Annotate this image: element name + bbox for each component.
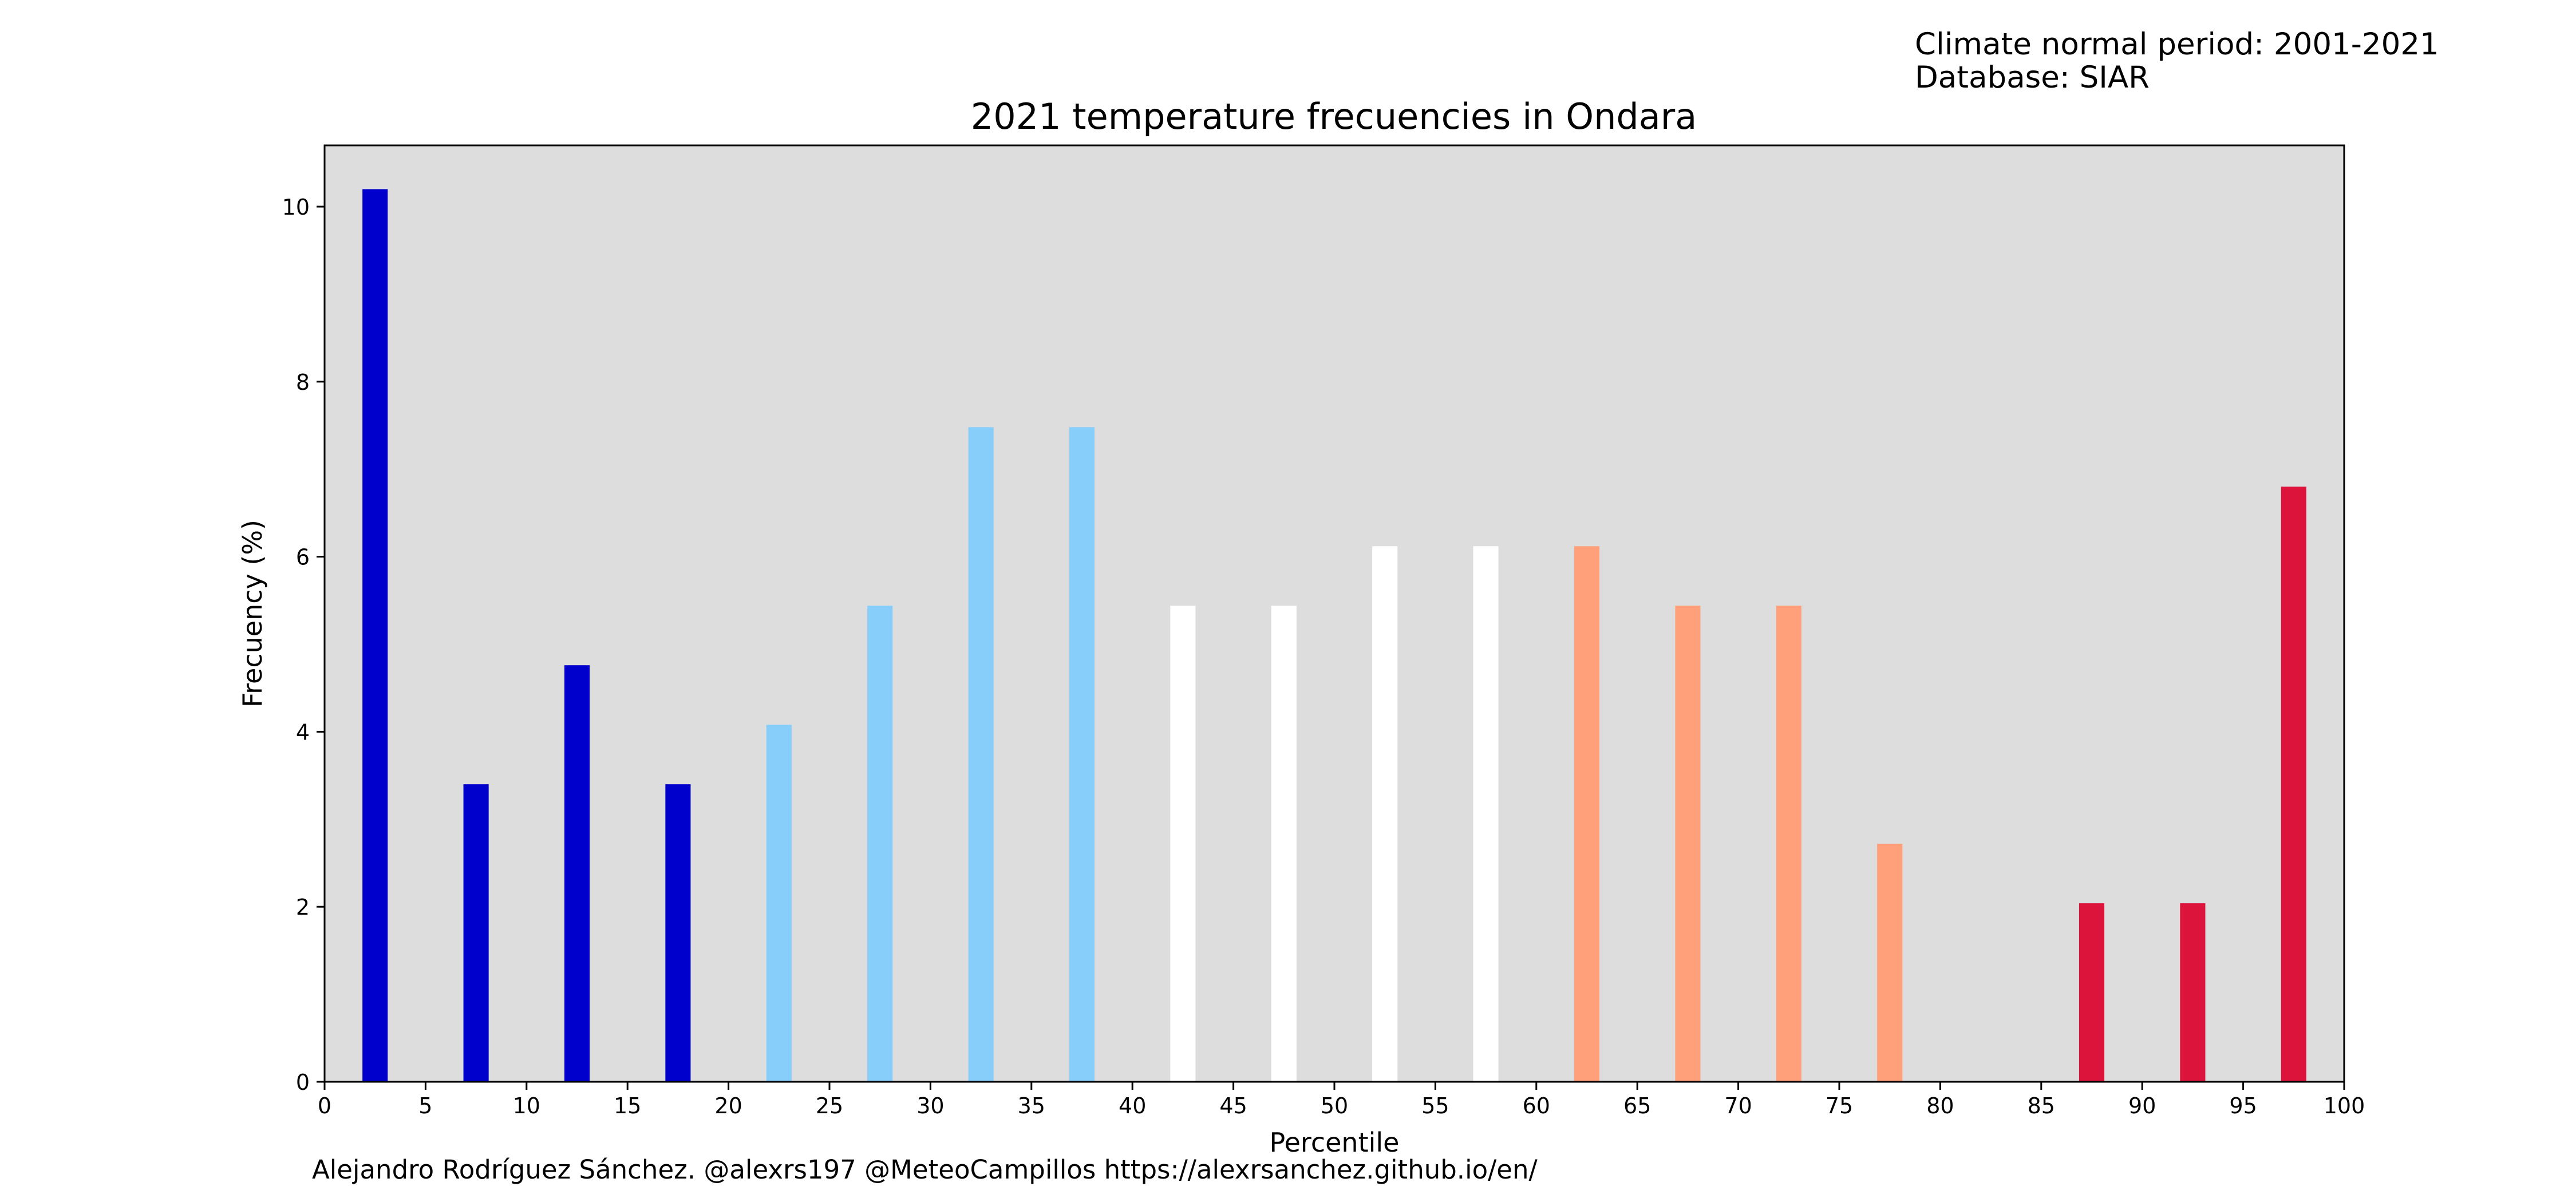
y-axis-label: Frecuency (%) — [237, 520, 268, 707]
plot-area — [325, 145, 2344, 1082]
x-tick-label: 15 — [614, 1093, 641, 1118]
x-tick-label: 0 — [318, 1093, 331, 1118]
bar-13 — [1675, 606, 1701, 1082]
x-tick-label: 85 — [2028, 1093, 2055, 1118]
y-tick-label: 10 — [282, 195, 310, 220]
y-tick-label: 0 — [296, 1070, 310, 1095]
bar-11 — [1473, 546, 1499, 1082]
x-axis-ticks: 0 5 10 15 20 25 30 35 40 45 50 55 60 65 70 75 80 85 90 95 10… — [318, 1082, 2365, 1118]
x-tick-label: 40 — [1119, 1093, 1146, 1118]
bar-0 — [362, 189, 388, 1082]
x-tick-label: 35 — [1018, 1093, 1045, 1118]
x-tick-label: 80 — [1926, 1093, 1954, 1118]
bar-4 — [766, 725, 792, 1082]
bar-5 — [867, 606, 893, 1082]
x-tick-label: 5 — [418, 1093, 432, 1118]
x-tick-label: 50 — [1321, 1093, 1348, 1118]
x-tick-label: 20 — [714, 1093, 742, 1118]
bar-12 — [1574, 546, 1600, 1082]
x-tick-label: 100 — [2324, 1093, 2365, 1118]
bar-6 — [968, 427, 994, 1082]
x-tick-label: 30 — [916, 1093, 944, 1118]
x-tick-label: 65 — [1623, 1093, 1651, 1118]
bar-3 — [665, 784, 691, 1082]
y-tick-label: 8 — [296, 370, 310, 395]
y-tick-label: 4 — [296, 719, 310, 745]
climate-period-label: Climate normal period: 2001-2021 — [1915, 27, 2439, 62]
bar-14 — [1776, 606, 1801, 1082]
database-label: Database: SIAR — [1915, 60, 2150, 95]
x-tick-label: 25 — [816, 1093, 843, 1118]
x-tick-label: 55 — [1421, 1093, 1449, 1118]
y-tick-label: 2 — [296, 895, 310, 920]
bar-9 — [1271, 606, 1297, 1082]
chart-title: 2021 temperature frecuencies in Ondara — [971, 96, 1697, 137]
bar-17 — [2079, 903, 2105, 1082]
credits-footer: Alejandro Rodríguez Sánchez. @alexrs197 … — [312, 1154, 1538, 1185]
bar-10 — [1372, 546, 1398, 1082]
x-tick-label: 45 — [1219, 1093, 1247, 1118]
x-axis-label: Percentile — [1270, 1127, 1400, 1158]
x-tick-label: 95 — [2229, 1093, 2257, 1118]
bar-1 — [463, 784, 489, 1082]
bar-15 — [1877, 844, 1903, 1082]
bar-8 — [1170, 606, 1196, 1082]
x-tick-label: 10 — [513, 1093, 540, 1118]
bar-2 — [564, 665, 590, 1082]
x-tick-label: 70 — [1724, 1093, 1752, 1118]
bar-7 — [1069, 427, 1095, 1082]
bars — [362, 189, 2306, 1082]
bar-18 — [2180, 903, 2206, 1082]
bar-19 — [2281, 487, 2306, 1082]
x-tick-label: 75 — [1826, 1093, 1853, 1118]
x-tick-label: 90 — [2128, 1093, 2156, 1118]
y-tick-label: 6 — [296, 545, 310, 570]
x-tick-label: 60 — [1523, 1093, 1550, 1118]
y-axis-ticks: 0 2 4 6 8 10 — [282, 195, 325, 1095]
